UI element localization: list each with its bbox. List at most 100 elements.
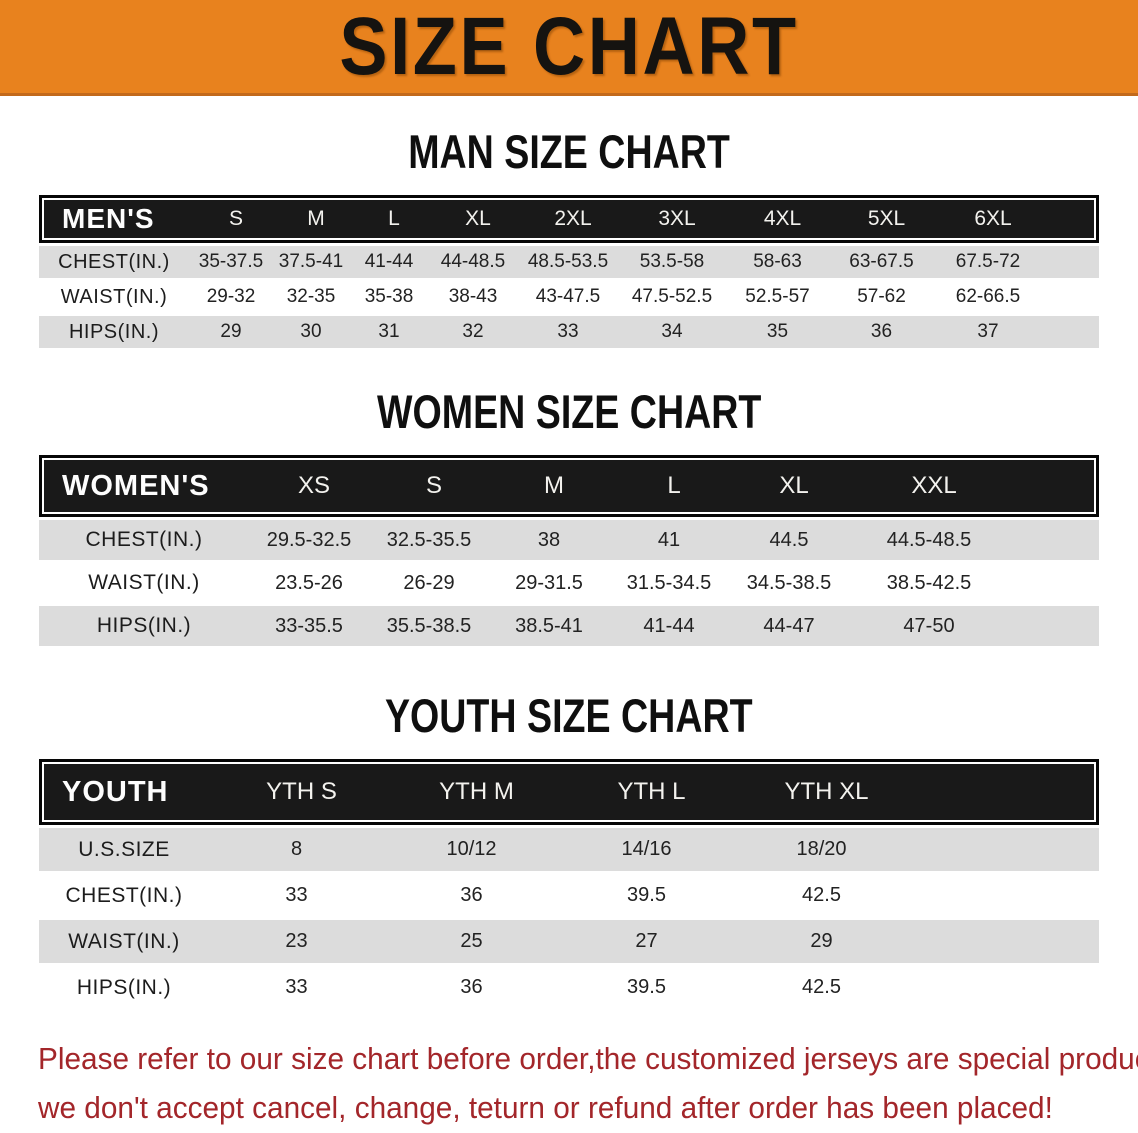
womens-size-value: 38.5-42.5 (886, 571, 972, 594)
mens-size-value: 37 (977, 321, 999, 342)
youth-header-band: YOUTH YTH S YTH M YTH L YTH XL (39, 759, 1099, 825)
womens-size-value: 44-47 (763, 614, 815, 637)
mens-size-value: 47.5-52.5 (631, 286, 713, 307)
mens-size-column-header: S (228, 207, 243, 230)
youth-size-column-header: YTH M (439, 778, 514, 805)
youth-row-hipsin: HIPS(IN.) 33 36 39.5 42.5 (39, 966, 1099, 1009)
womens-size-value: 38.5-41 (515, 614, 583, 637)
womens-size-value: 33-35.5 (275, 614, 343, 637)
youth-size-value: 36 (460, 884, 483, 906)
mens-size-value: 35-37.5 (198, 251, 264, 272)
disclaimer-line-2: we don't accept cancel, change, teturn o… (38, 1089, 1053, 1125)
mens-size-value: 63-67.5 (849, 251, 914, 272)
mens-size-value: 67.5-72 (955, 251, 1021, 272)
youth-size-value: 36 (460, 976, 483, 998)
womens-size-value: 26-29 (403, 571, 455, 594)
womens-size-value: 44.5 (769, 528, 809, 551)
youth-size-value: 8 (290, 838, 303, 860)
mens-size-column-header: L (388, 207, 400, 230)
youth-size-value: 27 (635, 930, 658, 952)
womens-size-column-header: XL (779, 472, 809, 499)
mens-section: MAN SIZE CHART MEN'S S M L XL 2XL 3XL 4XL 5XL 6XL… (0, 96, 1138, 348)
youth-size-column-header: YTH L (617, 778, 686, 805)
mens-size-value: 44-48.5 (440, 251, 506, 272)
womens-row-label: HIPS(IN.) (96, 614, 192, 637)
womens-section-heading: WOMEN SIZE CHART (0, 348, 1138, 435)
womens-size-value: 34.5-38.5 (746, 571, 832, 594)
mens-size-column-header: 3XL (658, 207, 696, 230)
mens-size-value: 52.5-57 (745, 286, 810, 307)
banner: SIZE CHART (0, 0, 1138, 96)
youth-size-value: 10/12 (446, 838, 497, 860)
mens-size-column-header: 5XL (867, 207, 906, 230)
youth-size-value: 25 (460, 930, 483, 952)
youth-size-value: 18/20 (796, 838, 847, 860)
youth-size-value: 33 (285, 976, 308, 998)
mens-size-value: 29-32 (206, 286, 256, 307)
womens-size-value: 32.5-35.5 (386, 528, 472, 551)
mens-size-value: 48.5-53.5 (527, 251, 609, 272)
mens-row-waistin: WAIST(IN.) 29-32 32-35 35-38 38-43 43-47.5 47.… (39, 281, 1099, 313)
mens-size-value: 35-38 (364, 286, 414, 307)
mens-size-value: 33 (557, 321, 579, 342)
womens-row-hipsin: HIPS(IN.) 33-35.5 35.5-38.5 38.5-41 41-44 44-… (39, 606, 1099, 646)
womens-row-label: WAIST(IN.) (88, 571, 200, 594)
disclaimer-line-1: Please refer to our size chart before or… (38, 1041, 1138, 1076)
mens-size-column-header: M (307, 207, 325, 230)
womens-size-value: 38 (537, 528, 561, 551)
womens-size-column-header: L (667, 472, 681, 499)
youth-size-value: 29 (810, 930, 833, 952)
youth-row-chestin: CHEST(IN.) 33 36 39.5 42.5 (39, 874, 1099, 917)
womens-size-value: 47-50 (903, 614, 955, 637)
youth-size-value: 39.5 (627, 976, 666, 998)
womens-size-value: 44.5-48.5 (886, 528, 972, 551)
womens-size-value: 41 (657, 528, 681, 551)
youth-header-label: YOUTH (62, 775, 169, 808)
mens-size-value: 30 (300, 321, 322, 342)
youth-row-label: U.S.SIZE (78, 837, 170, 861)
youth-row-label: WAIST(IN.) (68, 929, 180, 953)
mens-size-value: 43-47.5 (535, 286, 601, 307)
youth-row-label: HIPS(IN.) (76, 975, 172, 999)
womens-header-band: WOMEN'S XS S M L XL XXL (39, 455, 1099, 517)
youth-size-table: YOUTH YTH S YTH M YTH L YTH XL U.S.SIZE 8 10/12… (39, 759, 1099, 1009)
mens-size-value: 38-43 (448, 286, 498, 307)
mens-size-value: 41-44 (364, 251, 414, 272)
youth-section-heading: YOUTH SIZE CHART (0, 646, 1138, 739)
mens-size-value: 32-35 (286, 286, 336, 307)
womens-size-value: 23.5-26 (275, 571, 343, 594)
mens-section-heading: MAN SIZE CHART (0, 96, 1138, 175)
mens-size-value: 32 (462, 321, 484, 342)
mens-size-value: 31 (378, 321, 400, 342)
mens-row-hipsin: HIPS(IN.) 29 30 31 32 33 34 35 36 37 (39, 316, 1099, 348)
banner-title: SIZE CHART (339, 0, 799, 92)
womens-size-value: 41-44 (643, 614, 695, 637)
womens-row-chestin: CHEST(IN.) 29.5-32.5 32.5-35.5 38 41 44.5 44.5… (39, 520, 1099, 560)
mens-size-column-header: 6XL (974, 207, 1012, 230)
mens-section-heading-text: MAN SIZE CHART (408, 125, 730, 178)
womens-section: WOMEN SIZE CHART WOMEN'S XS S M L XL XXL CHEST(… (0, 348, 1138, 646)
womens-size-column-header: XS (297, 472, 330, 499)
mens-size-value: 53.5-58 (639, 251, 705, 272)
mens-size-table: MEN'S S M L XL 2XL 3XL 4XL 5XL 6XL CHEST(IN.) 35-37… (39, 195, 1099, 348)
youth-size-value: 14/16 (621, 838, 672, 860)
mens-row-label: CHEST(IN.) (58, 250, 170, 273)
womens-header-label: WOMEN'S (62, 469, 210, 502)
youth-size-value: 33 (285, 884, 308, 906)
womens-section-heading-text: WOMEN SIZE CHART (376, 385, 762, 438)
mens-size-value: 62-66.5 (955, 286, 1021, 307)
youth-row-label: CHEST(IN.) (65, 883, 183, 907)
mens-row-label: WAIST(IN.) (60, 285, 168, 308)
mens-row-chestin: CHEST(IN.) 35-37.5 37.5-41 41-44 44-48.5 48.5… (39, 246, 1099, 278)
womens-size-column-header: M (544, 472, 564, 499)
youth-section: YOUTH SIZE CHART YOUTH YTH S YTH M YTH L YTH… (0, 646, 1138, 1009)
mens-size-value: 29 (220, 321, 242, 342)
youth-size-column-header: YTH S (266, 778, 337, 805)
womens-size-value: 29.5-32.5 (266, 528, 352, 551)
womens-size-value: 31.5-34.5 (626, 571, 712, 594)
mens-size-value: 58-63 (753, 251, 802, 272)
womens-size-value: 35.5-38.5 (386, 614, 472, 637)
youth-size-value: 23 (285, 930, 308, 952)
youth-size-value: 42.5 (802, 976, 841, 998)
